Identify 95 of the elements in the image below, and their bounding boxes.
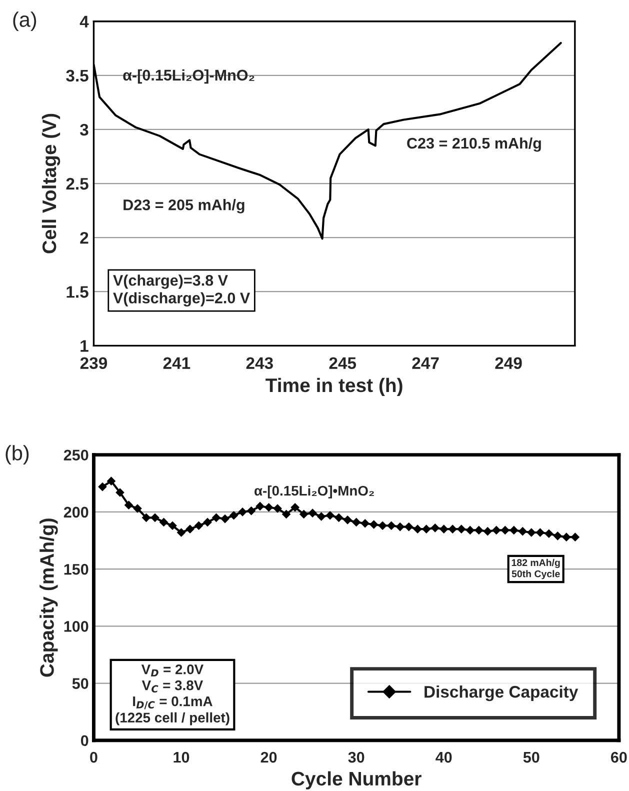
- point: [150, 513, 160, 522]
- point: [526, 528, 536, 537]
- point: [168, 521, 177, 530]
- y-tick-label: 2: [80, 232, 88, 244]
- x-tick-label: 0: [90, 752, 98, 763]
- point: [203, 518, 212, 527]
- point: [509, 526, 518, 535]
- point: [360, 518, 370, 528]
- y-tick-label: 50: [72, 678, 88, 689]
- point: [256, 502, 264, 511]
- point: [466, 526, 475, 535]
- x-tick-label: 241: [163, 357, 190, 369]
- x-tick-label: 10: [174, 752, 190, 763]
- point: [386, 521, 396, 530]
- point: [369, 520, 378, 529]
- point: [483, 526, 492, 536]
- point: [396, 522, 405, 532]
- x-tick-label: 243: [246, 357, 273, 370]
- y-tick-label: 100: [64, 621, 88, 632]
- point: [422, 524, 431, 534]
- y-tick-label: 150: [64, 564, 88, 575]
- x-tick-label: 50: [523, 752, 540, 763]
- annotation: 182 mAh/g 50th Cycle: [512, 558, 560, 580]
- y-axis-title: Cell Voltage (V): [42, 114, 60, 254]
- x-tick-label: 239: [80, 357, 108, 370]
- annotation: C23 = 210.5 mAh/g: [407, 137, 541, 152]
- point: [133, 504, 142, 513]
- y-tick-label: 0: [80, 735, 88, 746]
- annotation: D23 = 205 mAh/g: [124, 199, 244, 214]
- point: [142, 513, 151, 522]
- x-tick-label: 245: [329, 357, 356, 370]
- y-tick-label: 1.5: [66, 286, 88, 298]
- point: [570, 532, 580, 542]
- x-axis-title: Time in test (h): [266, 378, 402, 396]
- point: [518, 526, 528, 536]
- point: [439, 524, 448, 534]
- point: [290, 502, 300, 512]
- point: [186, 524, 194, 534]
- point: [98, 482, 107, 492]
- point: [536, 528, 545, 537]
- text: (a): [13, 12, 36, 32]
- point: [492, 526, 501, 535]
- point: [238, 508, 247, 516]
- text: (b): [6, 445, 29, 465]
- y-axis-title: Capacity (mAh/g): [40, 518, 58, 677]
- point: [299, 510, 308, 519]
- y-tick-label: 4: [80, 16, 89, 28]
- x-tick-label: 40: [436, 752, 452, 763]
- point: [194, 521, 204, 530]
- point: [124, 500, 134, 510]
- point: [378, 521, 388, 530]
- point: [264, 502, 274, 512]
- point: [246, 506, 256, 516]
- x-tick-label: 249: [495, 357, 522, 370]
- y-tick-label: 2.5: [66, 178, 88, 190]
- point: [553, 532, 562, 540]
- y-tick-label: 250: [64, 450, 88, 461]
- point: [220, 514, 230, 524]
- point: [273, 504, 282, 513]
- point: [316, 512, 326, 521]
- point: [430, 524, 440, 532]
- point: [326, 510, 334, 520]
- y-tick-label: 3.5: [66, 70, 88, 82]
- x-tick-label: 20: [260, 752, 277, 763]
- x-tick-label: 247: [412, 357, 439, 369]
- point: [106, 476, 116, 486]
- point: [562, 532, 571, 542]
- annotation: α-[0.15Li₂O]-MnO₂: [123, 69, 254, 84]
- point: [456, 524, 466, 534]
- legend-label: Discharge Capacity: [424, 685, 578, 702]
- annotation: V(charge)=3.8 V V(discharge)=2.0 V: [113, 274, 250, 307]
- text: V$_{D}$ = 2.0V V$_{C}$ = 3.8V I$_{D/C}$ = 0.1mA (1225 cell / pellet): [116, 664, 230, 726]
- point: [116, 488, 124, 497]
- point: [448, 524, 458, 534]
- y-tick-label: 200: [64, 506, 88, 518]
- point: [544, 529, 554, 538]
- point: [229, 510, 238, 520]
- x-tick-label: 60: [611, 752, 627, 763]
- point: [500, 526, 510, 535]
- point: [334, 513, 344, 522]
- point: [404, 522, 414, 532]
- annotation: α-[0.15Li₂O]•MnO₂: [254, 485, 374, 498]
- y-tick-label: 3: [80, 124, 88, 136]
- point: [413, 524, 422, 534]
- y-tick-label: 1: [80, 340, 88, 352]
- point: [282, 510, 291, 519]
- point: [176, 528, 186, 537]
- point: [352, 518, 361, 527]
- point: [308, 508, 317, 518]
- x-tick-label: 30: [348, 752, 364, 763]
- point: [212, 513, 221, 522]
- point: [159, 518, 168, 527]
- point: [343, 516, 352, 524]
- point: [474, 526, 484, 535]
- x-axis-title: Cycle Number: [292, 771, 422, 790]
